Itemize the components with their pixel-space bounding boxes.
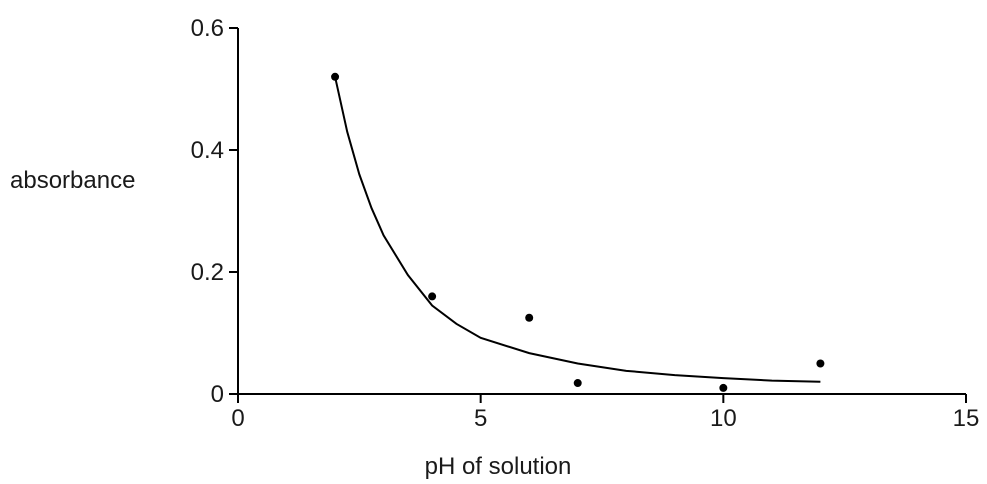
x-tick-label: 0	[231, 405, 244, 432]
axes	[237, 28, 966, 395]
x-tick-label: 15	[953, 405, 980, 432]
data-point	[331, 72, 340, 81]
fit-curve-group	[334, 76, 821, 383]
y-tick-label: 0.2	[191, 259, 224, 286]
data-point	[428, 292, 437, 301]
ticks: 0 5 10 15 0 0.2 0.4 0.6	[191, 15, 980, 432]
data-point	[719, 383, 728, 392]
x-tick-label: 5	[474, 405, 487, 432]
y-tick-label: 0.6	[191, 15, 224, 42]
y-axis-label: absorbance	[10, 167, 135, 194]
x-axis-label: pH of solution	[425, 453, 572, 480]
y-tick-label: 0.4	[191, 137, 224, 164]
fit-curve	[334, 76, 821, 383]
x-tick-label: 10	[710, 405, 737, 432]
y-tick-label: 0	[211, 381, 224, 408]
data-point	[816, 359, 825, 368]
data-points	[331, 72, 825, 392]
data-point	[525, 313, 534, 322]
data-point	[573, 379, 582, 388]
